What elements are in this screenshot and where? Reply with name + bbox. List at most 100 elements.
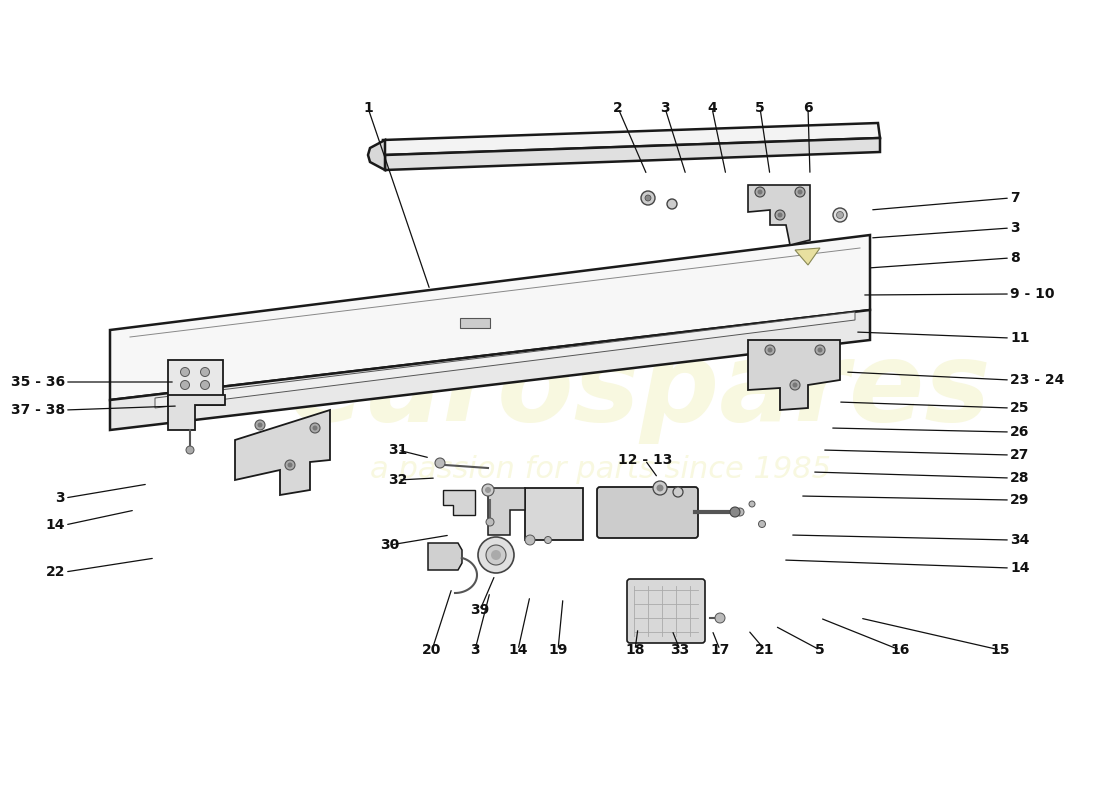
Circle shape	[736, 508, 744, 516]
Circle shape	[434, 458, 446, 468]
Circle shape	[657, 485, 663, 491]
Circle shape	[186, 446, 194, 454]
Text: 31: 31	[388, 443, 408, 457]
Text: 37 - 38: 37 - 38	[11, 403, 65, 417]
Text: 18: 18	[625, 643, 645, 657]
Circle shape	[310, 423, 320, 433]
Circle shape	[180, 381, 189, 390]
Circle shape	[257, 422, 263, 427]
Circle shape	[768, 347, 772, 353]
Circle shape	[755, 187, 764, 197]
Circle shape	[255, 420, 265, 430]
Text: 2: 2	[613, 101, 623, 115]
Circle shape	[200, 381, 209, 390]
FancyBboxPatch shape	[460, 318, 490, 328]
Text: 35 - 36: 35 - 36	[11, 375, 65, 389]
Text: 28: 28	[1010, 471, 1030, 485]
Text: 4: 4	[707, 101, 717, 115]
Text: 6: 6	[803, 101, 813, 115]
Circle shape	[653, 481, 667, 495]
Circle shape	[673, 487, 683, 497]
Text: 3: 3	[470, 643, 480, 657]
Polygon shape	[110, 310, 870, 430]
Polygon shape	[795, 248, 820, 265]
Polygon shape	[168, 395, 225, 430]
FancyBboxPatch shape	[525, 488, 583, 540]
Text: 21: 21	[756, 643, 774, 657]
Circle shape	[180, 367, 189, 377]
FancyBboxPatch shape	[627, 579, 705, 643]
Circle shape	[836, 211, 844, 218]
Circle shape	[833, 208, 847, 222]
Circle shape	[817, 347, 823, 353]
Circle shape	[645, 195, 651, 201]
Text: 22: 22	[45, 565, 65, 579]
Text: 26: 26	[1010, 425, 1030, 439]
Circle shape	[749, 501, 755, 507]
Circle shape	[641, 191, 654, 205]
Text: 3: 3	[55, 491, 65, 505]
Circle shape	[285, 460, 295, 470]
Text: 34: 34	[1010, 533, 1030, 547]
Polygon shape	[235, 410, 330, 495]
Circle shape	[544, 537, 551, 543]
Polygon shape	[155, 312, 855, 408]
Text: 9 - 10: 9 - 10	[1010, 287, 1055, 301]
Text: 14: 14	[508, 643, 528, 657]
Text: 12 - 13: 12 - 13	[618, 453, 672, 467]
Circle shape	[759, 521, 766, 527]
Circle shape	[776, 210, 785, 220]
Polygon shape	[368, 140, 385, 170]
Circle shape	[525, 535, 535, 545]
Circle shape	[200, 367, 209, 377]
Text: 7: 7	[1010, 191, 1020, 205]
Circle shape	[491, 550, 501, 560]
Polygon shape	[383, 123, 880, 155]
Polygon shape	[110, 235, 870, 400]
Text: 11: 11	[1010, 331, 1030, 345]
Polygon shape	[428, 543, 462, 570]
Circle shape	[798, 190, 803, 194]
Text: 20: 20	[422, 643, 442, 657]
Circle shape	[764, 345, 776, 355]
Text: 5: 5	[755, 101, 764, 115]
Circle shape	[790, 380, 800, 390]
Polygon shape	[488, 488, 525, 535]
Circle shape	[795, 187, 805, 197]
Text: 14: 14	[45, 518, 65, 532]
Polygon shape	[385, 138, 880, 170]
Text: 25: 25	[1010, 401, 1030, 415]
Circle shape	[478, 537, 514, 573]
Text: 30: 30	[381, 538, 399, 552]
Circle shape	[715, 613, 725, 623]
Text: 14: 14	[1010, 561, 1030, 575]
Circle shape	[485, 487, 491, 493]
Text: 1: 1	[363, 101, 373, 115]
Text: 27: 27	[1010, 448, 1030, 462]
Circle shape	[778, 213, 782, 218]
Text: 15: 15	[990, 643, 1010, 657]
Text: 3: 3	[1010, 221, 1020, 235]
Text: 39: 39	[471, 603, 490, 617]
Circle shape	[758, 190, 762, 194]
Text: a passion for parts since 1985: a passion for parts since 1985	[370, 455, 830, 485]
Text: 32: 32	[388, 473, 408, 487]
FancyBboxPatch shape	[168, 360, 223, 405]
Text: 29: 29	[1010, 493, 1030, 507]
Text: 33: 33	[670, 643, 690, 657]
FancyBboxPatch shape	[597, 487, 698, 538]
Text: 5: 5	[815, 643, 825, 657]
Text: 8: 8	[1010, 251, 1020, 265]
Text: 19: 19	[548, 643, 568, 657]
Circle shape	[486, 518, 494, 526]
Circle shape	[792, 382, 798, 387]
Circle shape	[815, 345, 825, 355]
Text: eurospares: eurospares	[288, 337, 991, 443]
Circle shape	[730, 507, 740, 517]
Polygon shape	[443, 490, 475, 515]
Circle shape	[482, 484, 494, 496]
Circle shape	[312, 426, 318, 430]
Text: 17: 17	[711, 643, 729, 657]
Polygon shape	[748, 185, 810, 245]
Text: 23 - 24: 23 - 24	[1010, 373, 1065, 387]
